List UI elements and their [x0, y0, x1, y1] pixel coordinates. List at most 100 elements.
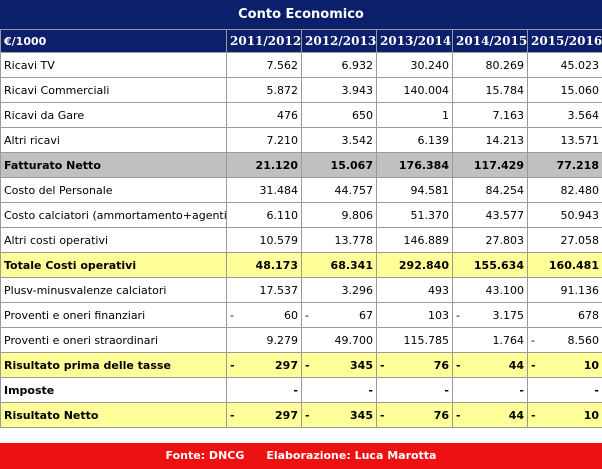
cell-value: 44.757 — [334, 183, 374, 197]
row-label: Altri ricavi — [0, 127, 227, 153]
value-cell: - 10 — [527, 402, 602, 428]
year-header: 2015/2016 — [527, 29, 602, 53]
value-cell: 13.571 — [527, 127, 602, 153]
value-cell: 48.173 — [226, 252, 302, 278]
table-row: Plusv-minusvalenze calciatori 17.537 3.296… — [0, 277, 602, 303]
table-row: Risultato Netto -297-345-76-44-10 — [0, 402, 602, 428]
negative-sign: - — [380, 408, 385, 422]
year-header: 2014/2015 — [452, 29, 528, 53]
cell-value: 9.806 — [341, 208, 374, 222]
cell-value: 50.943 — [560, 208, 600, 222]
negative-sign: - — [456, 408, 461, 422]
value-cell: - 8.560 — [527, 327, 602, 353]
value-cell: 1 — [376, 102, 453, 128]
cell-value: 45.023 — [560, 58, 600, 72]
table-row: Imposte - - - - - — [0, 377, 602, 403]
cell-value: 21.120 — [255, 158, 298, 172]
author-note: Elaborazione: Luca Marotta — [266, 449, 437, 462]
value-cell: 103 — [376, 302, 453, 328]
value-cell: 140.004 — [376, 77, 453, 103]
cell-value: 6.932 — [341, 58, 374, 72]
value-cell: 13.778 — [301, 227, 377, 253]
cell-value: 84.254 — [485, 183, 525, 197]
table-row: Costo del Personale 31.484 44.757 94.581 84.… — [0, 177, 602, 203]
value-cell: 3.296 — [301, 277, 377, 303]
cell-value: 10 — [583, 408, 599, 422]
year-header: 2012/2013 — [301, 29, 377, 53]
value-cell: 44.757 — [301, 177, 377, 203]
value-cell: 3.943 — [301, 77, 377, 103]
row-label: Fatturato Netto — [0, 152, 227, 178]
value-cell: 50.943 — [527, 202, 602, 228]
value-cell: - 345 — [301, 402, 377, 428]
cell-value: 650 — [352, 108, 373, 122]
value-cell: 115.785 — [376, 327, 453, 353]
value-cell: 678 — [527, 302, 602, 328]
cell-value: 76 — [433, 358, 449, 372]
cell-value: 82.480 — [560, 183, 600, 197]
cell-value: 77.218 — [556, 158, 599, 172]
value-cell: 176.384 — [376, 152, 453, 178]
unit-header: €/1000 — [0, 29, 227, 53]
row-label: Ricavi TV — [0, 52, 227, 78]
value-cell: 84.254 — [452, 177, 528, 203]
cell-value: 1 — [442, 108, 449, 122]
negative-sign: - — [456, 358, 461, 372]
row-label: Costo del Personale — [0, 177, 227, 203]
cell-value: 43.577 — [485, 208, 525, 222]
value-cell: - 10 — [527, 352, 602, 378]
cell-value: 3.542 — [341, 133, 374, 147]
value-cell: - 44 — [452, 352, 528, 378]
cell-value: 7.210 — [266, 133, 299, 147]
negative-sign: - — [531, 358, 536, 372]
value-cell: 650 — [301, 102, 377, 128]
cell-value: 67 — [359, 308, 373, 322]
cell-value: 7.562 — [266, 58, 299, 72]
cell-value: 297 — [275, 358, 298, 372]
cell-value: 493 — [428, 283, 449, 297]
cell-value: 49.700 — [334, 333, 374, 347]
cell-value: 3.564 — [567, 108, 600, 122]
cell-value: 9.279 — [266, 333, 299, 347]
cell-value: 15.060 — [560, 83, 600, 97]
table-row: Proventi e oneri finanziari -60-67 103-3.1… — [0, 302, 602, 328]
table-row: Altri costi operativi 10.579 13.778 146.889… — [0, 227, 602, 253]
negative-sign: - — [305, 358, 310, 372]
cell-value: - — [519, 383, 524, 397]
value-cell: 82.480 — [527, 177, 602, 203]
value-cell: 3.542 — [301, 127, 377, 153]
cell-value: 155.634 — [473, 258, 524, 272]
cell-value: 91.136 — [560, 283, 600, 297]
row-label: Ricavi Commerciali — [0, 77, 227, 103]
cell-value: 146.889 — [403, 233, 450, 247]
cell-value: 160.481 — [548, 258, 599, 272]
cell-value: 115.785 — [403, 333, 450, 347]
value-cell: 27.803 — [452, 227, 528, 253]
cell-value: 10.579 — [259, 233, 299, 247]
table-row: Fatturato Netto 21.120 15.067 176.384 117.42… — [0, 152, 602, 178]
value-cell: - — [527, 377, 602, 403]
source-note: Fonte: DNCG — [165, 449, 245, 462]
table-row: Totale Costi operativi 48.173 68.341 292.84… — [0, 252, 602, 278]
value-cell: 51.370 — [376, 202, 453, 228]
row-label: Proventi e oneri straordinari — [0, 327, 227, 353]
value-cell: 17.537 — [226, 277, 302, 303]
cell-value: 6.110 — [266, 208, 299, 222]
value-cell: 80.269 — [452, 52, 528, 78]
value-cell: 493 — [376, 277, 453, 303]
cell-value: - — [293, 383, 298, 397]
value-cell: - 297 — [226, 402, 302, 428]
value-cell: - 60 — [226, 302, 302, 328]
row-label: Plusv-minusvalenze calciatori — [0, 277, 227, 303]
cell-value: - — [368, 383, 373, 397]
cell-value: 30.240 — [410, 58, 450, 72]
cell-value: 14.213 — [485, 133, 525, 147]
table-row: Proventi e oneri straordinari 9.279 49.700… — [0, 327, 602, 353]
cell-value: 48.173 — [255, 258, 298, 272]
year-header: 2011/2012 — [226, 29, 302, 53]
table-row: Altri ricavi 7.210 3.542 6.139 14.213 13.571 — [0, 127, 602, 153]
value-cell: 5.872 — [226, 77, 302, 103]
cell-value: 60 — [284, 308, 298, 322]
value-cell: 21.120 — [226, 152, 302, 178]
value-cell: 31.484 — [226, 177, 302, 203]
